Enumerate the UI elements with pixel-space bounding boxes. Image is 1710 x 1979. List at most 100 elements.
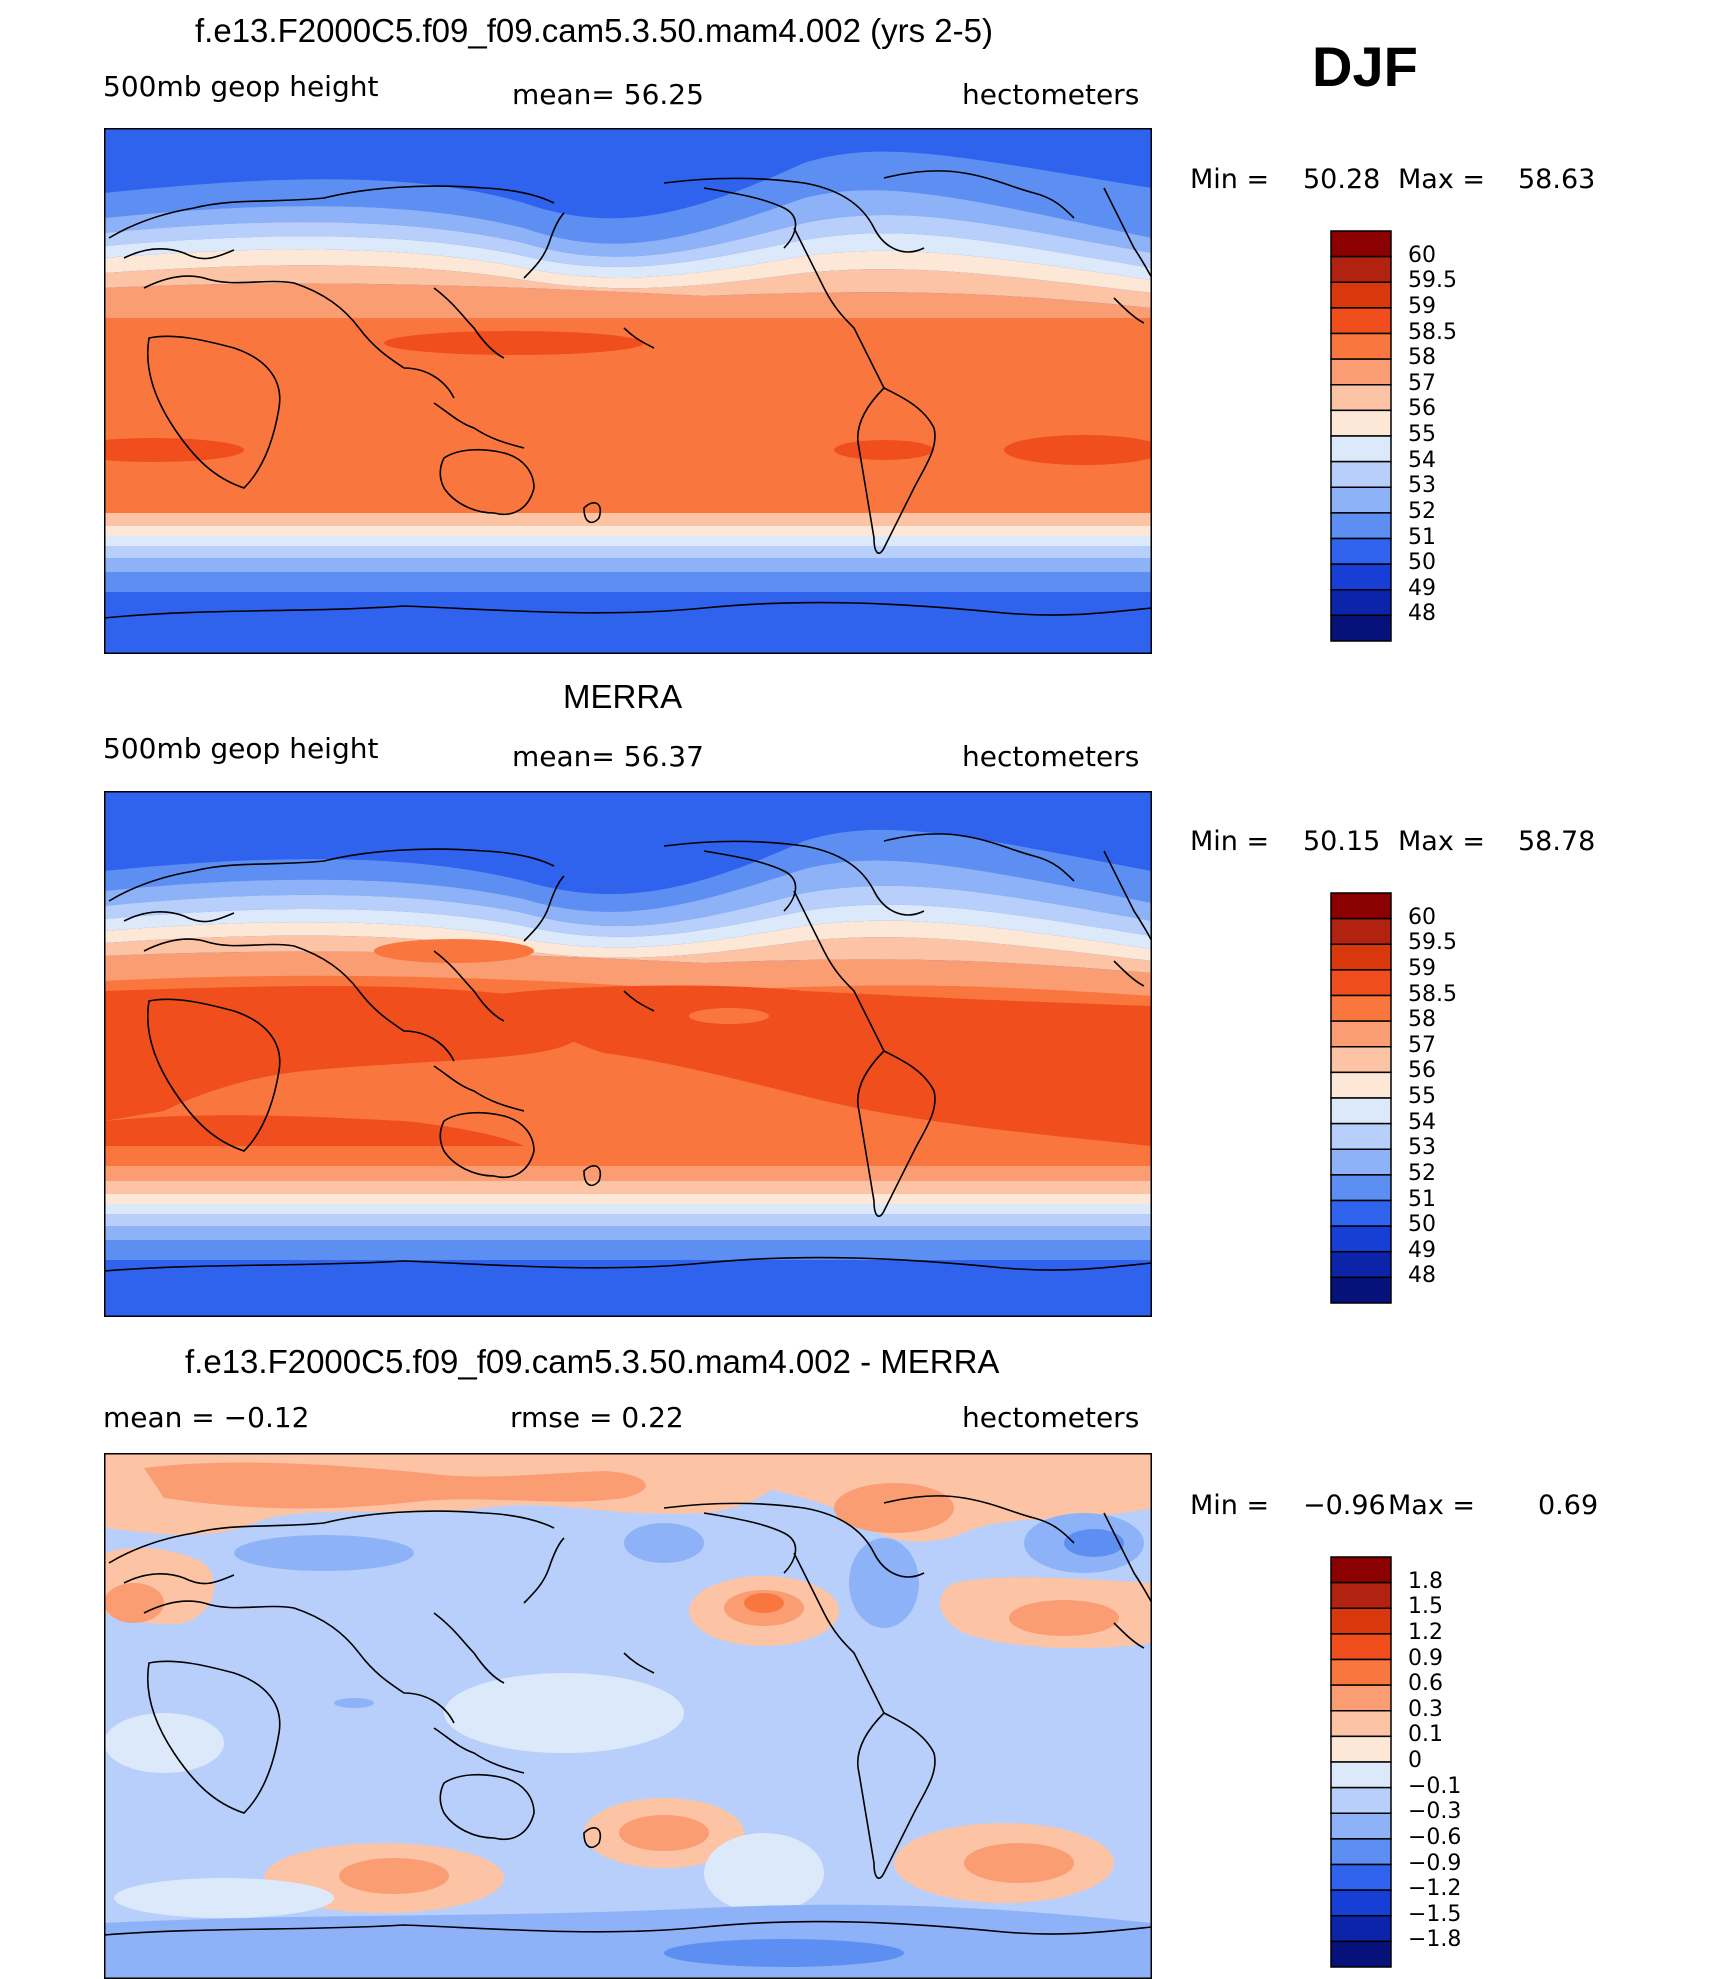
colorbar-swatch [1330, 307, 1392, 335]
colorbar-swatch [1330, 1838, 1392, 1866]
panel1-min-label: Min = [1190, 164, 1270, 195]
colorbar-tick-label: 59.5 [1408, 268, 1457, 294]
colorbar-tick-label: 48 [1408, 1263, 1436, 1289]
panel2-title: MERRA [563, 678, 683, 715]
panel2-min-label: Min = [1190, 826, 1270, 857]
colorbar-swatch [1330, 1581, 1392, 1609]
panel3-colorbar-labels: 1.8 1.5 1.2 0.9 0.6 0.3 0.1 0 −0.1 −0.3 −0.6 −0.9 −1… [1408, 1556, 1488, 1971]
colorbar-swatch [1330, 486, 1392, 514]
colorbar-tick-label: 1.2 [1408, 1619, 1443, 1645]
panel3-units-label: hectometers [962, 1401, 1140, 1434]
colorbar-tick-label: 0 [1408, 1748, 1422, 1773]
colorbar-tick-label: 0.6 [1408, 1671, 1443, 1697]
colorbar-swatch [1330, 1940, 1392, 1968]
colorbar-swatch [1330, 563, 1392, 591]
panel1-title: f.e13.F2000C5.f09_f09.cam5.3.50.mam4.002… [195, 12, 993, 49]
colorbar-tick-label: −0.9 [1408, 1850, 1462, 1876]
colorbar-tick-label: 1.5 [1408, 1594, 1443, 1620]
colorbar-swatch [1330, 1276, 1392, 1304]
colorbar-swatch [1330, 1735, 1392, 1763]
colorbar-tick-label: 60 [1408, 904, 1436, 930]
map-frame [104, 1453, 1152, 1979]
panel1-min-value: 50.28 [1303, 164, 1381, 195]
coastlines [104, 170, 1152, 619]
colorbar-tick-label: −0.6 [1408, 1824, 1462, 1850]
colorbar-swatch [1330, 917, 1392, 945]
colorbar-tick-label: 54 [1408, 1109, 1436, 1135]
colorbar-tick-label: −1.5 [1408, 1901, 1462, 1927]
coastlines [104, 1495, 1152, 1936]
colorbar-swatch [1330, 1251, 1392, 1279]
colorbar-tick-label: 55 [1408, 1084, 1436, 1109]
colorbar-tick-label: 59 [1408, 293, 1436, 319]
panel3-rmse-label: rmse = 0.22 [510, 1401, 684, 1434]
colorbar-tick-label: 59 [1408, 955, 1436, 981]
colorbar-tick-label: 57 [1408, 1032, 1436, 1058]
panel3-title: f.e13.F2000C5.f09_f09.cam5.3.50.mam4.002… [185, 1343, 1000, 1380]
colorbar-swatch [1330, 892, 1392, 920]
colorbar-swatch [1330, 1633, 1392, 1661]
colorbar-tick-label: −1.8 [1408, 1927, 1462, 1953]
colorbar-tick-label: 56 [1408, 1058, 1436, 1084]
panel3-min-label: Min = [1190, 1490, 1270, 1521]
colorbar-tick-label: 54 [1408, 447, 1436, 473]
panel2-colorbar [1330, 892, 1392, 1312]
colorbar-swatch [1330, 537, 1392, 565]
colorbar-swatch [1330, 332, 1392, 360]
colorbar-swatch [1330, 1658, 1392, 1686]
colorbar-swatch [1330, 255, 1392, 283]
colorbar-swatch [1330, 1097, 1392, 1125]
panel1-map [104, 128, 1152, 654]
colorbar-tick-label: 0.3 [1408, 1696, 1443, 1722]
colorbar-swatch [1330, 1174, 1392, 1202]
colorbar-tick-label: 52 [1408, 1160, 1436, 1186]
panel2-mean-label: mean= 56.37 [512, 740, 704, 773]
map-frame [104, 128, 1152, 654]
colorbar-tick-label: 49 [1408, 575, 1436, 601]
colorbar-swatch [1330, 1199, 1392, 1227]
panel1-max-label: Max = [1398, 164, 1486, 195]
colorbar-swatch [1330, 1122, 1392, 1150]
colorbar-swatch [1330, 1710, 1392, 1738]
panel1-colorbar [1330, 230, 1392, 650]
panel2-min-value: 50.15 [1303, 826, 1381, 857]
colorbar-tick-label: 59.5 [1408, 930, 1457, 956]
colorbar-tick-label: 49 [1408, 1237, 1436, 1263]
colorbar-swatch [1330, 589, 1392, 617]
panel3-map [104, 1453, 1152, 1979]
panel2-variable-label: 500mb geop height [103, 732, 379, 765]
colorbar-swatch [1330, 1148, 1392, 1176]
colorbar-swatch [1330, 1684, 1392, 1712]
colorbar-tick-label: 53 [1408, 473, 1436, 499]
colorbar-swatch [1330, 512, 1392, 540]
colorbar-tick-label: −1.2 [1408, 1876, 1462, 1902]
panel3-min-value: −0.96 [1303, 1490, 1386, 1521]
colorbar-tick-label: 50 [1408, 550, 1436, 576]
colorbar-swatch [1330, 435, 1392, 463]
colorbar-swatch [1330, 943, 1392, 971]
colorbar-swatch [1330, 1046, 1392, 1074]
colorbar-swatch [1330, 1812, 1392, 1840]
colorbar-swatch [1330, 460, 1392, 488]
colorbar-tick-label: 58 [1408, 345, 1436, 371]
colorbar-tick-label: 1.8 [1408, 1568, 1443, 1594]
colorbar-tick-label: −0.3 [1408, 1799, 1462, 1825]
colorbar-swatch [1330, 1225, 1392, 1253]
colorbar-tick-label: −0.1 [1408, 1773, 1462, 1799]
colorbar-swatch [1330, 281, 1392, 309]
colorbar-swatch [1330, 1786, 1392, 1814]
colorbar-swatch [1330, 1071, 1392, 1099]
colorbar-tick-label: 51 [1408, 1186, 1436, 1212]
coastlines [104, 833, 1152, 1272]
panel3-mean-label: mean = −0.12 [103, 1401, 310, 1434]
panel3-colorbar [1330, 1556, 1392, 1976]
colorbar-tick-label: 58 [1408, 1007, 1436, 1033]
panel1-units-label: hectometers [962, 78, 1140, 111]
colorbar-swatch [1330, 1556, 1392, 1584]
colorbar-swatch [1330, 969, 1392, 997]
colorbar-tick-label: 58.5 [1408, 319, 1457, 345]
colorbar-swatch [1330, 1607, 1392, 1635]
colorbar-tick-label: 48 [1408, 601, 1436, 627]
panel1-colorbar-labels: 60 59.5 59 58.5 58 57 56 55 54 53 52 51 50 49 48 [1408, 230, 1488, 645]
colorbar-tick-label: 50 [1408, 1212, 1436, 1238]
